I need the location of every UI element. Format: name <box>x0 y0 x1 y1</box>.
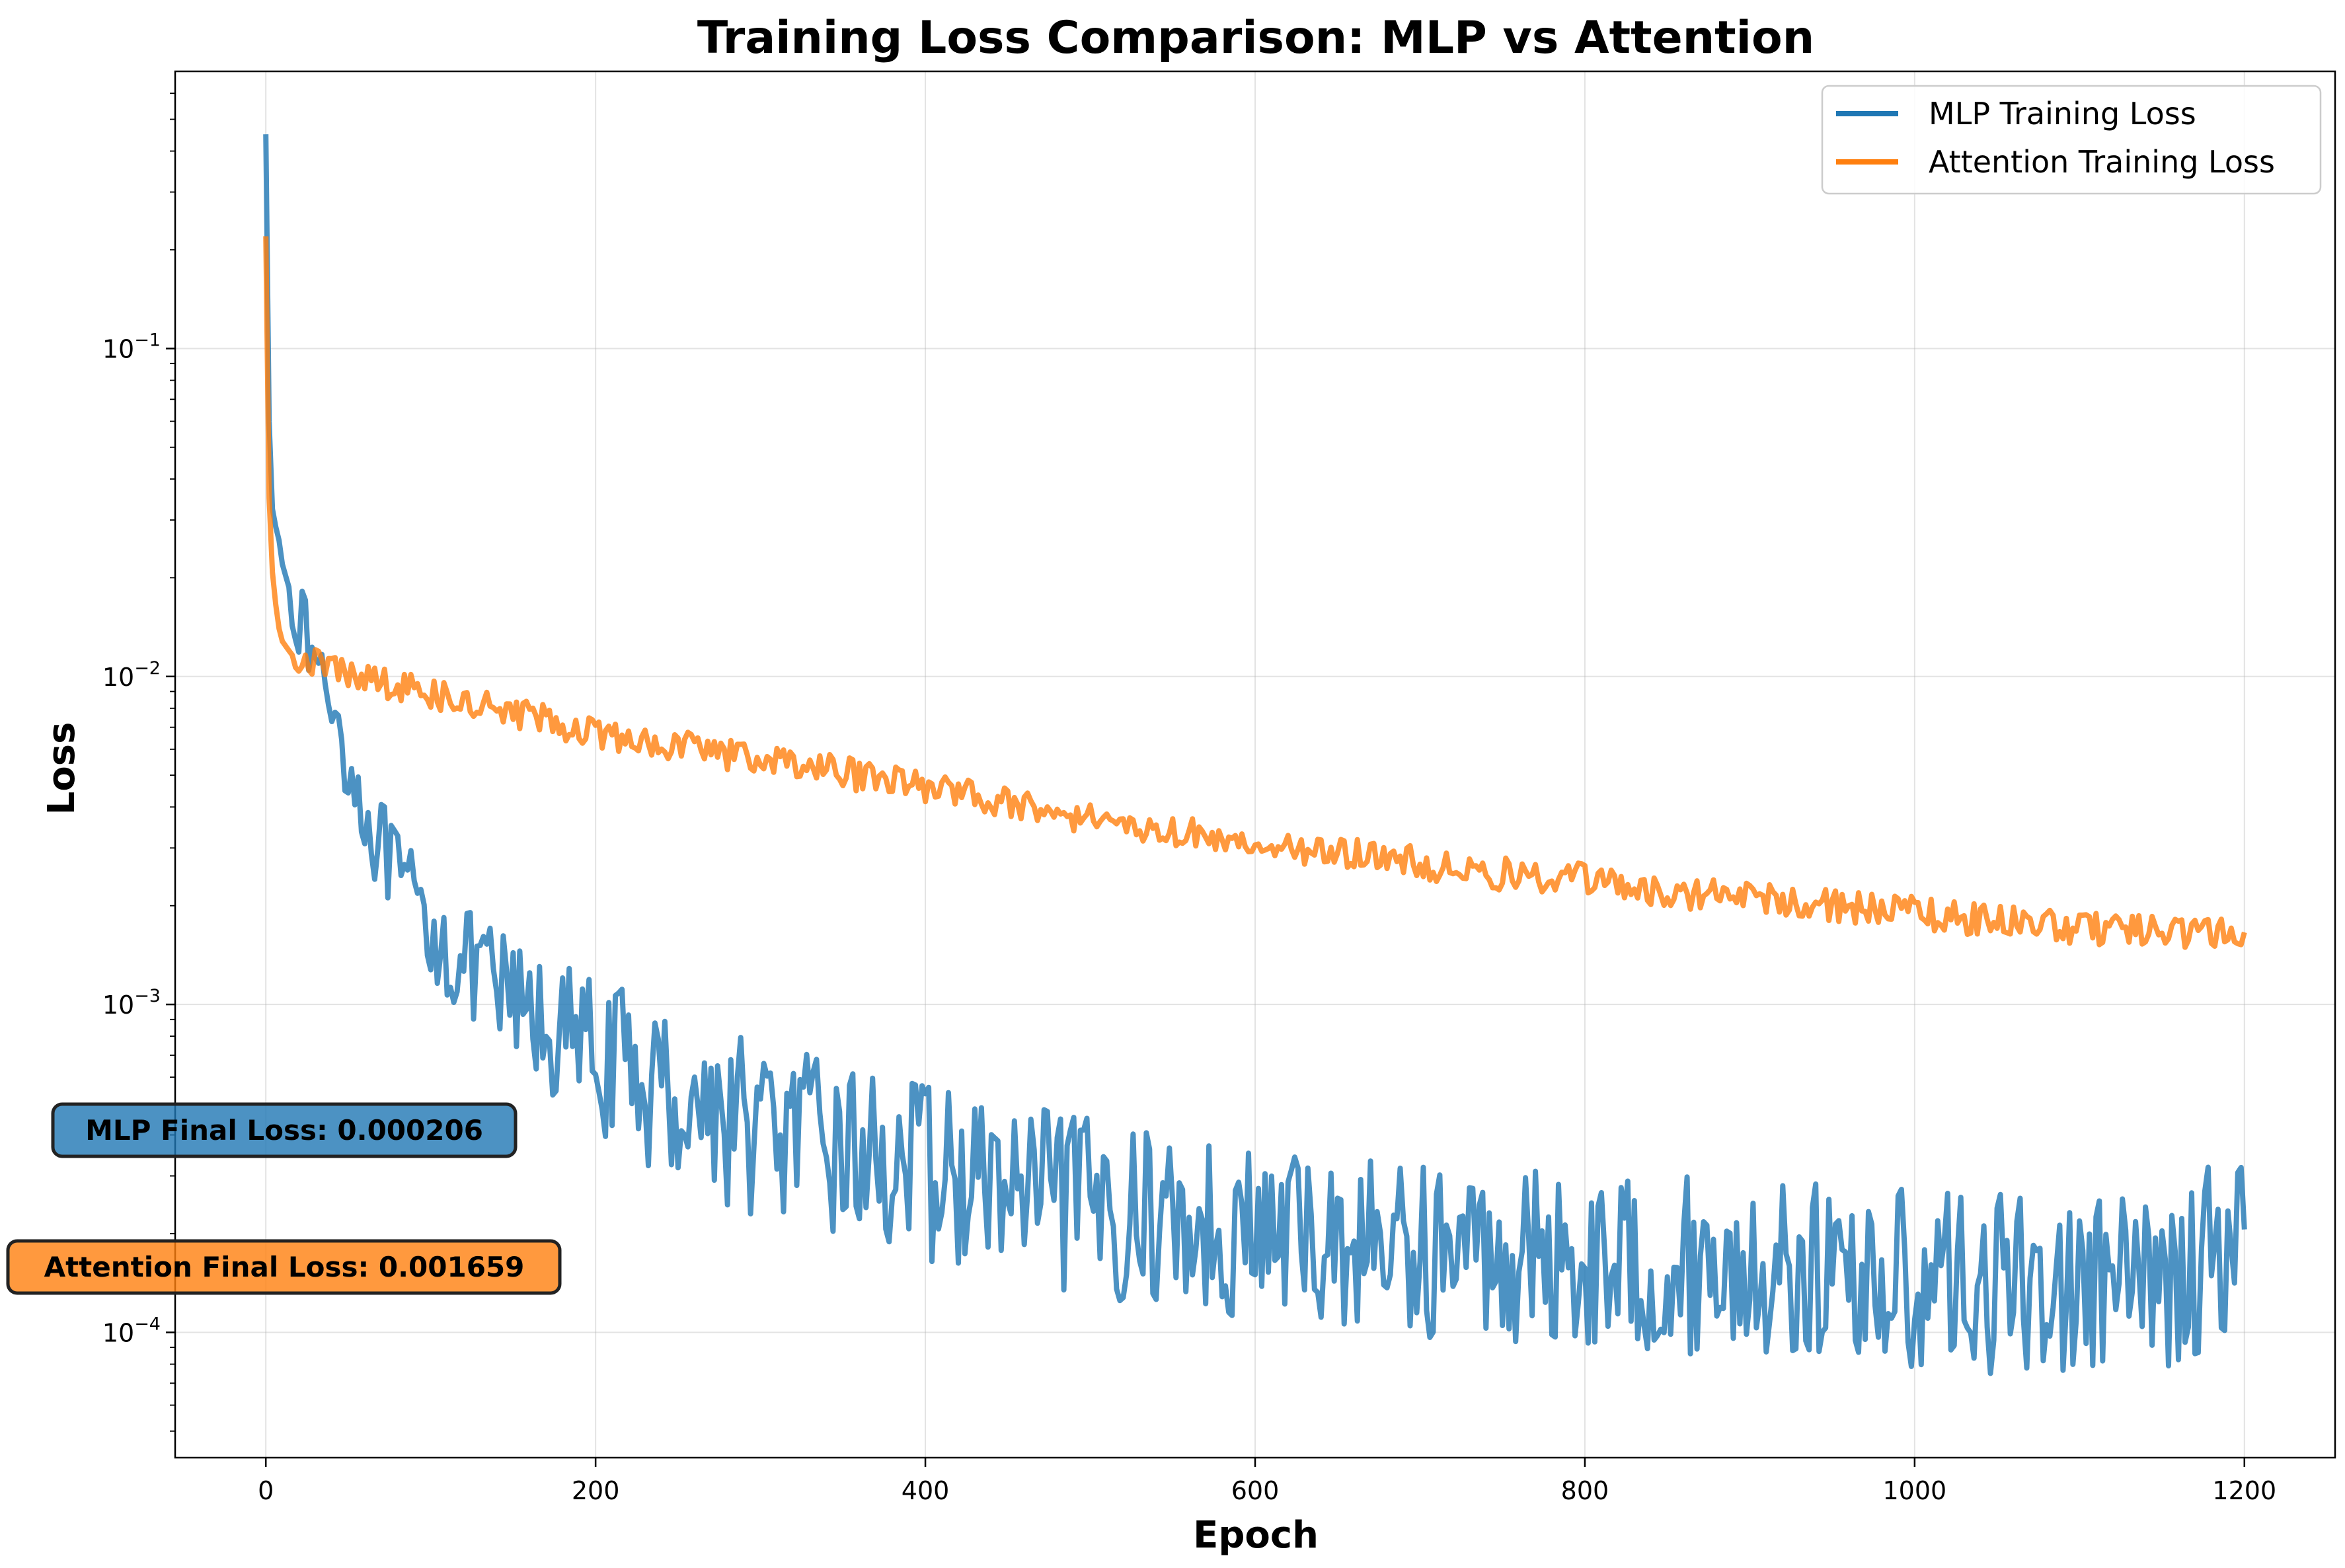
x-axis-label: Epoch <box>1193 1514 1319 1557</box>
annotation-attention-final: Attention Final Loss: 0.001659 <box>6 1239 562 1295</box>
x-tick-label: 400 <box>902 1476 950 1505</box>
legend: MLP Training Loss Attention Training Los… <box>1821 85 2322 195</box>
grid <box>175 71 2335 1458</box>
series-line-mlp <box>263 134 2247 1376</box>
x-axis: 0 200 400 600 800 1000 1200 <box>258 1458 2276 1505</box>
annotation-box-attention <box>6 1239 562 1295</box>
series-line-attention <box>263 236 2247 950</box>
chart-title: Training Loss Comparison: MLP vs Attenti… <box>697 12 1814 64</box>
x-tick-label: 600 <box>1231 1476 1280 1505</box>
y-axis: 10−4 10−3 10−2 10−1 <box>102 93 175 1432</box>
annotation-text-mlp: MLP Final Loss: 0.000206 <box>85 1114 483 1146</box>
y-tick-label: 10−1 <box>102 330 161 363</box>
x-tick-label: 1200 <box>2212 1476 2276 1505</box>
y-tick-label: 10−2 <box>102 658 161 692</box>
x-tick-label: 1000 <box>1883 1476 1947 1505</box>
annotation-text-attention: Attention Final Loss: 0.001659 <box>44 1251 525 1283</box>
x-tick-label: 200 <box>572 1476 620 1505</box>
series-layer <box>263 134 2247 1376</box>
y-tick-label: 10−4 <box>102 1314 161 1347</box>
y-tick-label: 10−3 <box>102 986 161 1020</box>
legend-frame <box>1821 85 2322 195</box>
annotation-box-mlp <box>51 1102 518 1158</box>
x-tick-label: 800 <box>1561 1476 1609 1505</box>
y-axis-label: Loss <box>40 722 83 815</box>
x-tick-label: 0 <box>258 1476 274 1505</box>
legend-label-mlp: MLP Training Loss <box>1929 96 2196 131</box>
annotation-mlp-final: MLP Final Loss: 0.000206 <box>51 1102 518 1158</box>
legend-label-attention: Attention Training Loss <box>1929 144 2275 180</box>
